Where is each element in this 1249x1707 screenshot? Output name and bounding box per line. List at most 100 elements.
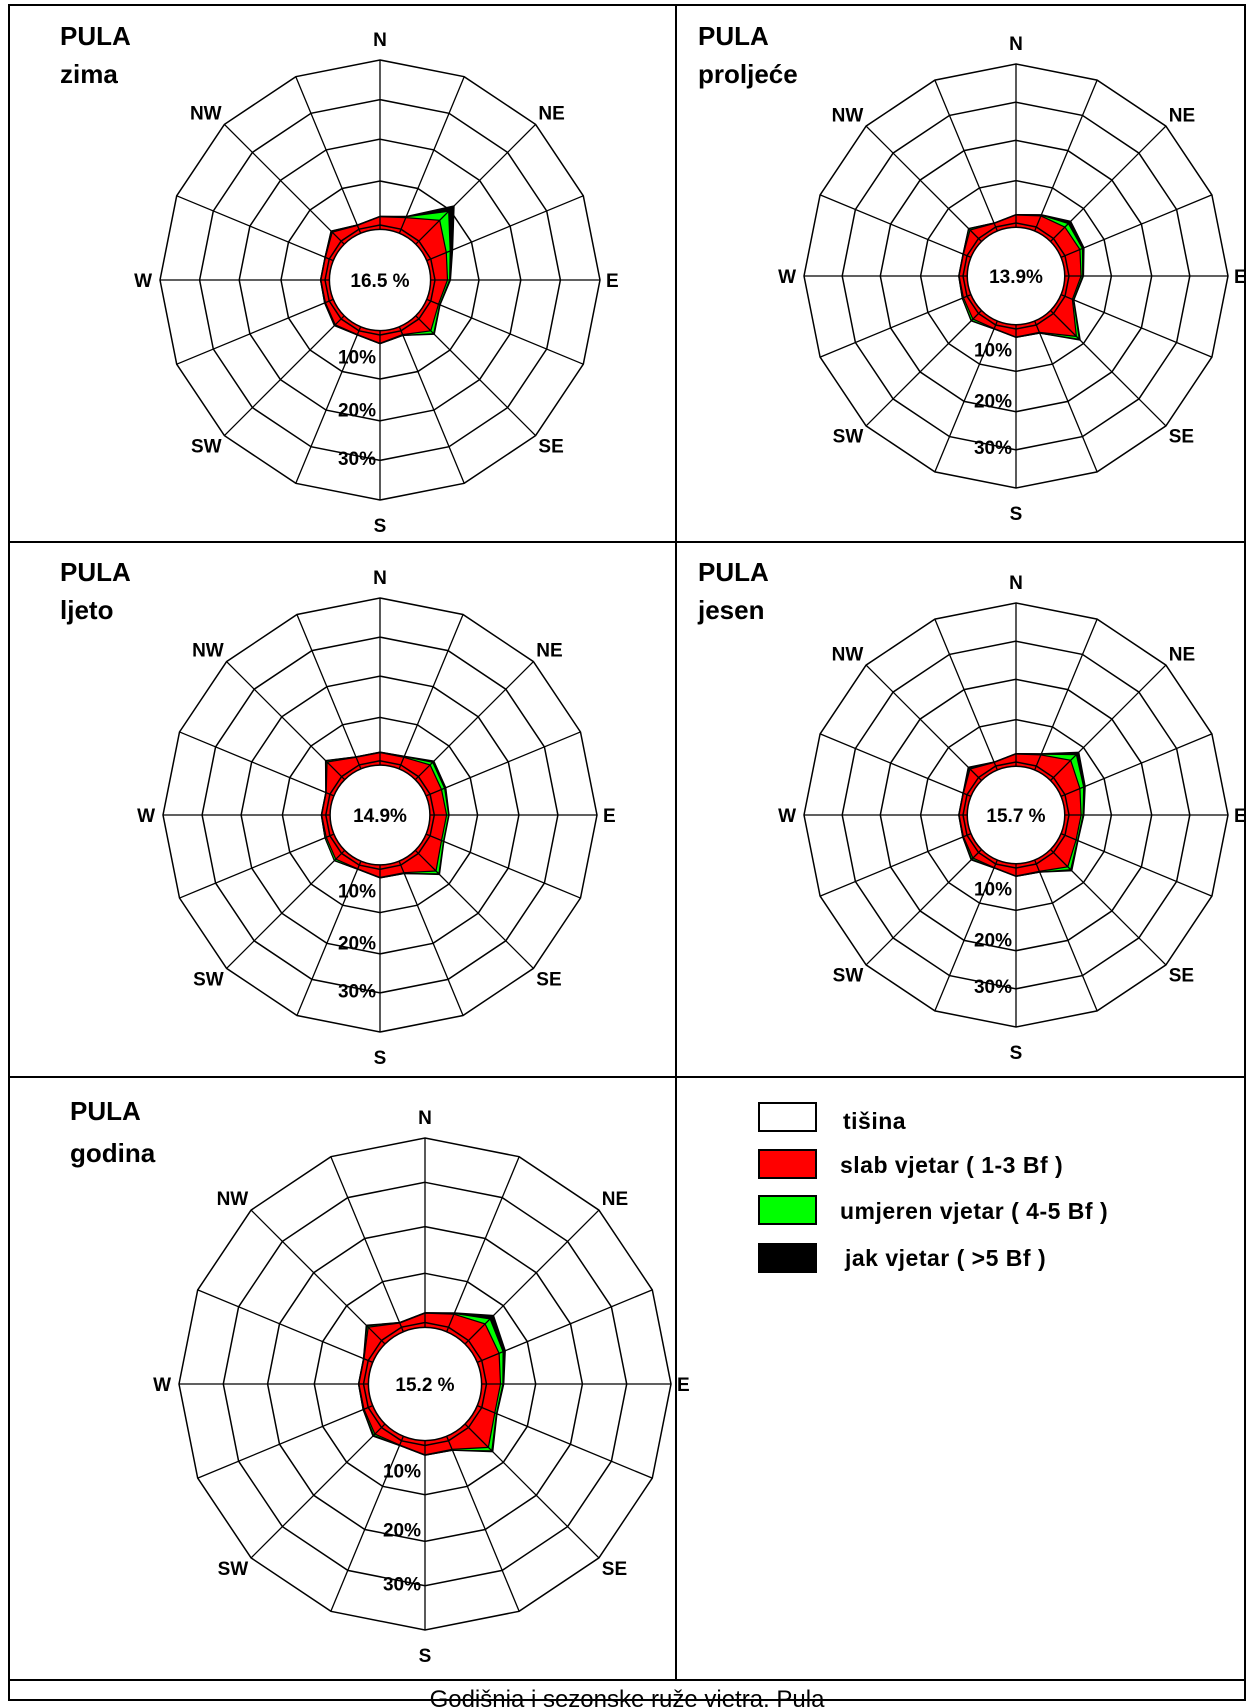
spoke-SSE	[446, 1436, 520, 1612]
wind-rose-zima: 16.5 % 10% 20% 30% N NE E SE S SW W NW PULA zima	[60, 21, 619, 537]
grid-ring-2	[919, 718, 1113, 912]
spoke-NNW	[934, 79, 998, 232]
direction-label-N: N	[418, 1108, 432, 1129]
direction-label-SW: SW	[191, 436, 222, 457]
wind-rose-proljeće: 13.9% 10% 20% 30% N NE E SE S SW W NW PULA proljeće	[698, 21, 1247, 525]
direction-label-W: W	[137, 806, 155, 827]
ring-label-20%: 20%	[383, 1521, 421, 1542]
spoke-NW	[865, 664, 982, 781]
direction-label-N: N	[1009, 34, 1023, 55]
spoke-SSW	[934, 859, 998, 1012]
grid-ring-4	[841, 640, 1191, 990]
legend-label-weak: slab vjetar ( 1-3 Bf )	[840, 1152, 1063, 1178]
direction-label-N: N	[1009, 573, 1023, 594]
panel-title-period: proljeće	[698, 59, 798, 89]
ring-label-20%: 20%	[338, 934, 376, 955]
grid-ring-2	[919, 179, 1113, 373]
ring-label-10%: 10%	[338, 348, 376, 369]
calm-percentage-label: 15.7 %	[986, 806, 1045, 827]
legend-swatch-moderate	[758, 1195, 817, 1225]
wind-rose-godina: 15.2 % 10% 20% 30% N NE E SE S SW W NW PULA godina	[70, 1096, 690, 1667]
direction-label-W: W	[778, 806, 796, 827]
direction-label-NE: NE	[602, 1189, 628, 1210]
spoke-ENE	[426, 195, 584, 262]
calm-circle	[329, 764, 431, 866]
spoke-SE	[415, 315, 537, 437]
grid-ring-1	[325, 760, 436, 871]
spoke-WSW	[819, 833, 972, 897]
direction-label-E: E	[1234, 806, 1247, 827]
spoke-SSE	[398, 326, 465, 484]
ring-label-30%: 30%	[974, 438, 1012, 459]
grid-ring-5	[803, 602, 1229, 1028]
grid-ring-5	[178, 1137, 672, 1631]
ring-label-30%: 30%	[338, 981, 376, 1002]
spoke-WSW	[197, 1405, 373, 1479]
direction-label-NW: NW	[217, 1189, 249, 1210]
wind-rose-jesen: 15.7 % 10% 20% 30% N NE E SE S SW W NW PULA jesen	[697, 557, 1247, 1064]
panel-title-period: jesen	[697, 595, 765, 625]
figure-caption: Godišnja i sezonske ruže vjetra, Pula	[430, 1686, 826, 1707]
panel-grid	[8, 4, 1246, 1701]
spoke-NE	[1050, 125, 1167, 242]
spoke-ENE	[477, 1289, 653, 1363]
spoke-NW	[223, 123, 345, 245]
spoke-ESE	[1060, 833, 1213, 897]
direction-label-S: S	[374, 1048, 387, 1069]
spoke-NW	[250, 1209, 386, 1345]
spoke-ESE	[425, 833, 581, 899]
direction-label-S: S	[419, 1646, 432, 1667]
legend-swatch-weak	[758, 1149, 817, 1179]
direction-label-SW: SW	[218, 1559, 249, 1580]
ring-label-30%: 30%	[974, 977, 1012, 998]
direction-label-NE: NE	[538, 104, 564, 125]
grid-ring-4	[201, 636, 559, 994]
direction-label-E: E	[606, 271, 619, 292]
direction-label-NW: NW	[832, 105, 864, 126]
spoke-NE	[464, 1209, 600, 1345]
spoke-SSE	[1034, 320, 1098, 473]
grid-ring-4	[222, 1181, 628, 1587]
direction-label-NE: NE	[1169, 105, 1195, 126]
grid-ring-3	[238, 138, 522, 422]
spoke-SSW	[295, 326, 362, 484]
spoke-SW	[226, 849, 346, 969]
grid-ring-2	[280, 180, 480, 380]
legend-swatch-calm	[758, 1102, 817, 1132]
grid-ring-2	[313, 1272, 537, 1496]
direction-label-N: N	[373, 30, 387, 51]
ring-label-10%: 10%	[383, 1461, 421, 1482]
legend-swatch-strong	[758, 1243, 817, 1273]
spoke-SW	[865, 310, 982, 427]
direction-label-S: S	[374, 516, 387, 537]
spoke-NE	[1050, 664, 1167, 781]
spoke-WNW	[176, 195, 334, 262]
spoke-NNE	[398, 76, 465, 234]
panel-title-station: PULA	[698, 21, 769, 51]
direction-label-SE: SE	[538, 436, 563, 457]
legend-label-moderate: umjeren vjetar ( 4-5 Bf )	[840, 1198, 1108, 1224]
spoke-NNE	[446, 1156, 520, 1332]
spoke-WNW	[819, 733, 972, 797]
spoke-ENE	[1060, 194, 1213, 258]
direction-label-SE: SE	[1169, 966, 1194, 987]
spoke-SSE	[1034, 859, 1098, 1012]
calm-percentage-label: 14.9%	[353, 806, 407, 827]
spoke-WNW	[179, 731, 335, 797]
direction-label-SW: SW	[833, 966, 864, 987]
direction-label-E: E	[677, 1375, 690, 1396]
direction-label-SE: SE	[1169, 427, 1194, 448]
panel-title-period: zima	[60, 59, 118, 89]
direction-label-NW: NW	[192, 641, 224, 662]
calm-percentage-label: 16.5 %	[350, 271, 409, 292]
spoke-NW	[865, 125, 982, 242]
calm-percentage-label: 13.9%	[989, 267, 1043, 288]
calm-circle	[367, 1326, 483, 1442]
direction-label-S: S	[1010, 1043, 1023, 1064]
spoke-SSW	[296, 860, 362, 1016]
spoke-ENE	[425, 731, 581, 797]
grid-ring-4	[198, 98, 562, 462]
direction-label-E: E	[603, 806, 616, 827]
spoke-SSW	[330, 1436, 404, 1612]
spoke-NNW	[934, 618, 998, 771]
